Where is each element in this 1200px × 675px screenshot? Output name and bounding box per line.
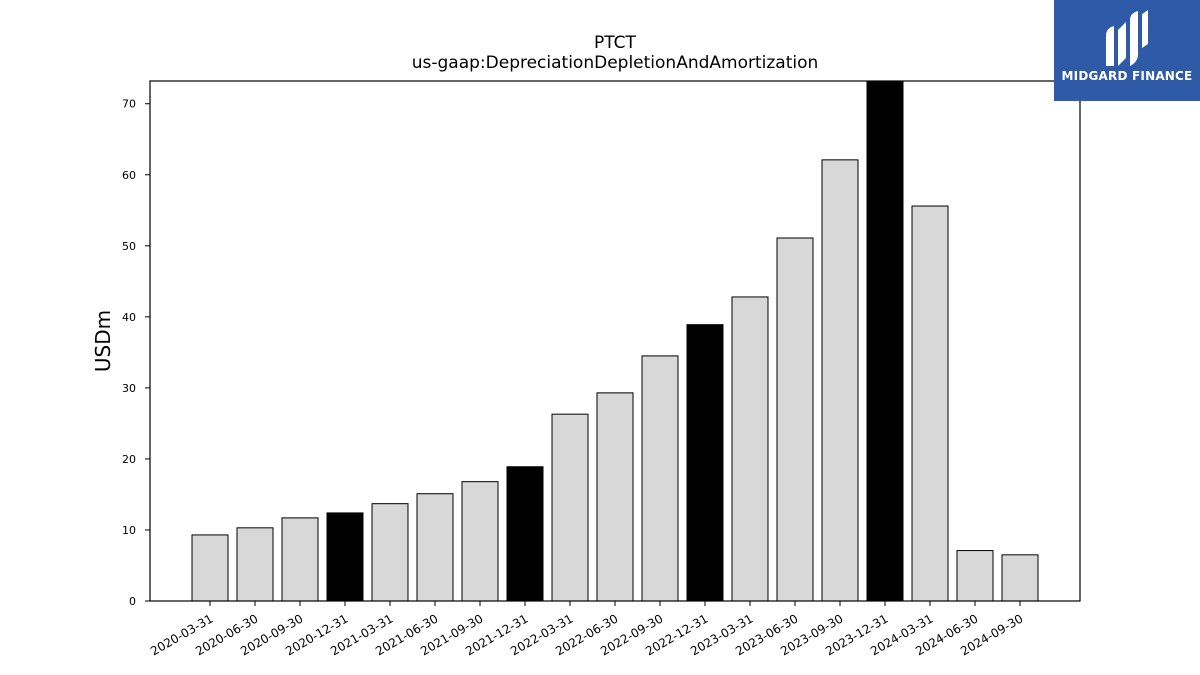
chart-subtitle: us-gaap:DepreciationDepletionAndAmortiza… [411,53,819,73]
y-tick-label: 60 [122,169,136,182]
bar [371,503,409,602]
bar [686,324,724,602]
bar [461,481,499,602]
bar [731,296,769,602]
y-tick-label: 70 [122,98,136,111]
brand-logo: MIDGARD FINANCE [1054,0,1200,101]
bar [866,80,904,602]
bar [776,237,814,602]
chart-title: PTCT [594,33,636,53]
midgard-logo-icon [1106,10,1148,66]
y-tick-label: 30 [122,382,136,395]
bar [1001,554,1039,602]
y-tick-label: 40 [122,311,136,324]
bar [821,159,859,602]
y-tick-label: 20 [122,453,136,466]
bar [281,517,319,602]
bar [191,534,229,602]
bar [326,512,364,602]
y-tick-label: 50 [122,240,136,253]
bar [956,550,994,602]
bar [236,527,274,602]
y-tick-label: 10 [122,524,136,537]
y-tick-label: 0 [129,595,136,608]
bar [641,355,679,602]
logo-text: MIDGARD FINANCE [1061,69,1193,83]
bar [551,413,589,602]
bar [596,392,634,602]
bar [911,205,949,602]
y-axis-label: USDm [91,310,115,372]
plot-frame [149,80,1081,602]
bar [506,466,544,602]
bar [416,493,454,602]
